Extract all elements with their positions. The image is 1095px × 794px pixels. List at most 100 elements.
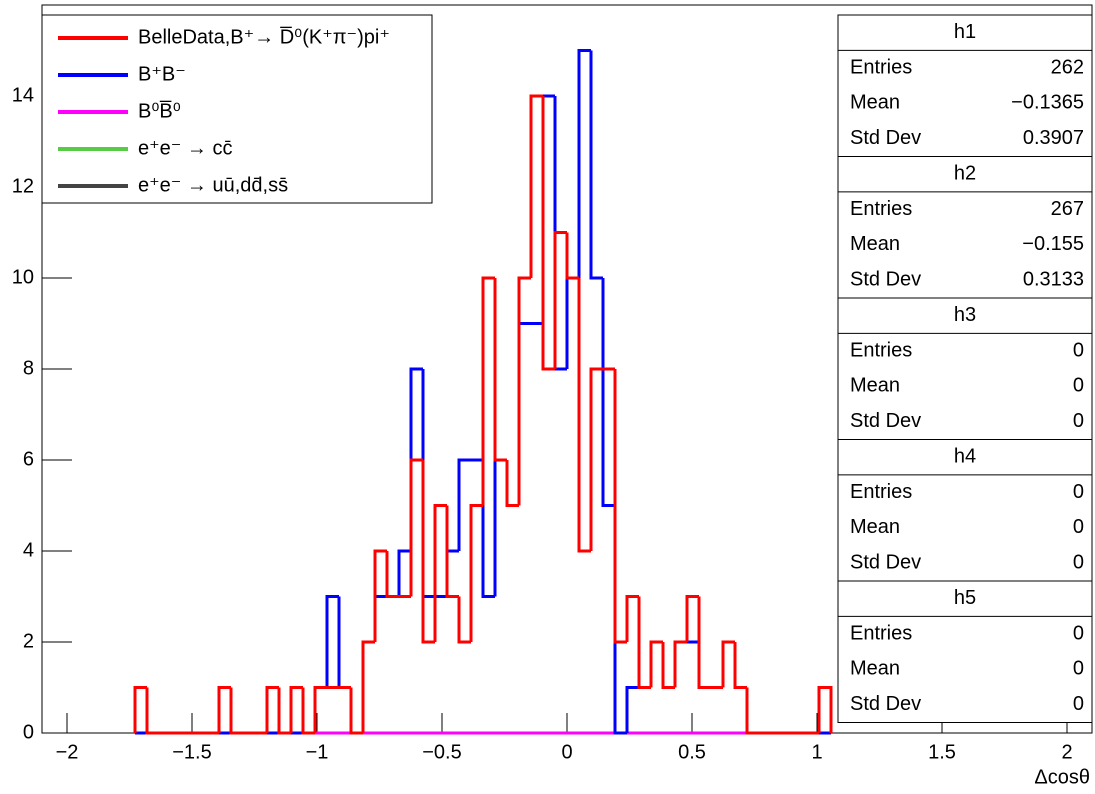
stats-box bbox=[837, 580, 1093, 723]
legend-label: e⁺e⁻ → uū,dd̄,ss̄ bbox=[138, 174, 288, 196]
stats-box bbox=[837, 14, 1093, 157]
stats-key: Mean bbox=[850, 92, 900, 114]
histogram-bin bbox=[649, 640, 663, 688]
histogram-bin bbox=[229, 687, 243, 735]
histogram-bin bbox=[421, 460, 435, 644]
histogram-bin bbox=[589, 50, 603, 280]
stats-title: h2 bbox=[954, 162, 976, 184]
histogram-bin bbox=[625, 595, 639, 642]
stats-key: Entries bbox=[850, 481, 912, 503]
x-tick-label: 2 bbox=[1061, 741, 1072, 763]
x-tick-label: 1 bbox=[811, 741, 822, 763]
stats-value: 0 bbox=[1073, 658, 1084, 680]
legend-label: B⁰B̅⁰ bbox=[138, 99, 181, 122]
histogram-bin bbox=[145, 687, 159, 735]
stats-value: 267 bbox=[1051, 198, 1084, 220]
stats-value: 0 bbox=[1073, 410, 1084, 432]
x-tick-label: −2 bbox=[56, 741, 79, 763]
histogram-bin bbox=[385, 551, 399, 598]
stats-value: −0.1365 bbox=[1011, 92, 1084, 114]
histogram-bin bbox=[481, 276, 495, 506]
histogram-bin bbox=[529, 94, 543, 278]
y-tick-label: 12 bbox=[12, 175, 34, 197]
histogram-bin bbox=[409, 458, 423, 597]
x-tick-label: 1.5 bbox=[928, 741, 956, 763]
histogram-bin bbox=[673, 640, 687, 688]
histogram-bin bbox=[577, 278, 591, 553]
legend-box bbox=[41, 14, 433, 204]
stats-value: 0 bbox=[1073, 693, 1084, 715]
legend-label: e⁺e⁻ → cc̄ bbox=[138, 137, 232, 159]
histogram-bin bbox=[745, 687, 759, 735]
stats-key: Entries bbox=[850, 622, 912, 644]
histogram-bin bbox=[397, 549, 411, 597]
histogram-bin bbox=[289, 686, 303, 733]
stats-value: 0 bbox=[1073, 516, 1084, 538]
y-tick-label: 14 bbox=[12, 84, 34, 106]
histogram-bin bbox=[505, 460, 519, 507]
histogram-bin bbox=[721, 640, 735, 688]
stats-key: Std Dev bbox=[850, 552, 921, 574]
stats-title: h5 bbox=[954, 587, 976, 609]
histogram-bin bbox=[601, 278, 615, 507]
y-tick-label: 4 bbox=[23, 539, 34, 561]
stats-key: Entries bbox=[850, 198, 912, 220]
y-tick-label: 0 bbox=[23, 721, 34, 743]
histogram-bin bbox=[313, 686, 327, 733]
histogram-bin bbox=[613, 369, 627, 644]
histogram-bin bbox=[469, 504, 483, 642]
histogram-bin bbox=[433, 504, 447, 642]
y-tick-label: 8 bbox=[23, 357, 34, 379]
stats-title: h3 bbox=[954, 304, 976, 326]
stats-value: 0 bbox=[1073, 375, 1084, 397]
histogram-bin bbox=[553, 231, 567, 369]
histogram-bin bbox=[133, 686, 147, 733]
stats-key: Mean bbox=[850, 658, 900, 680]
histogram-bin bbox=[457, 596, 471, 644]
histogram-bin bbox=[301, 687, 315, 735]
histogram-bin bbox=[817, 686, 833, 733]
histogram-bin bbox=[685, 595, 699, 642]
stats-key: Mean bbox=[850, 516, 900, 538]
histogram-bin bbox=[733, 642, 747, 689]
histogram-bin bbox=[577, 49, 591, 278]
histogram-bin bbox=[541, 96, 555, 371]
x-tick-label: 0 bbox=[561, 741, 572, 763]
histogram-bin bbox=[517, 276, 531, 506]
stats-value: 0 bbox=[1073, 339, 1084, 361]
histogram-bin bbox=[589, 367, 603, 551]
stats-value: 0 bbox=[1073, 622, 1084, 644]
stats-key: Std Dev bbox=[850, 127, 921, 149]
x-tick-label: −1.5 bbox=[172, 741, 211, 763]
y-tick-label: 2 bbox=[23, 630, 34, 652]
x-tick-label: −1 bbox=[306, 741, 329, 763]
histogram-bin bbox=[277, 687, 291, 735]
legend-label: BelleData,B⁺→ D̅⁰(K⁺π⁻)pi⁺ bbox=[138, 25, 390, 48]
stats-key: Std Dev bbox=[850, 410, 921, 432]
histogram-bin bbox=[217, 686, 231, 733]
stats-key: Entries bbox=[850, 339, 912, 361]
histogram-bin bbox=[265, 686, 279, 733]
stats-value: 0 bbox=[1073, 552, 1084, 574]
stats-key: Mean bbox=[850, 233, 900, 255]
stats-value: 0.3133 bbox=[1023, 269, 1084, 291]
histogram-bin bbox=[625, 686, 639, 733]
stats-value: 262 bbox=[1051, 56, 1084, 78]
x-axis-label: Δcosθ bbox=[1034, 766, 1090, 788]
legend-label: B⁺B⁻ bbox=[138, 63, 186, 85]
stats-key: Entries bbox=[850, 56, 912, 78]
histogram-bin bbox=[349, 687, 363, 735]
stats-key: Std Dev bbox=[850, 269, 921, 291]
y-tick-label: 6 bbox=[23, 448, 34, 470]
x-tick-label: −0.5 bbox=[422, 741, 461, 763]
histogram-bin bbox=[373, 549, 387, 642]
stats-box bbox=[837, 156, 1093, 299]
histogram-bin bbox=[565, 232, 579, 280]
stats-value: 0 bbox=[1073, 481, 1084, 503]
stats-key: Std Dev bbox=[850, 693, 921, 715]
histogram-bin bbox=[325, 595, 339, 688]
x-tick-label: 0.5 bbox=[678, 741, 706, 763]
histogram-bin bbox=[361, 640, 375, 733]
stats-value: −0.155 bbox=[1022, 233, 1084, 255]
